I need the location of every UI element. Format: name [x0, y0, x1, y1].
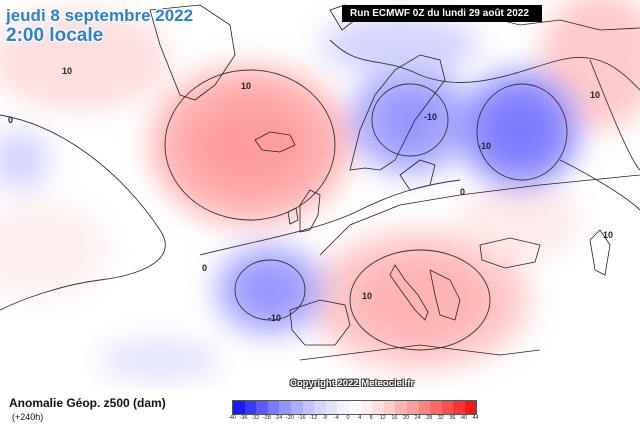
color-scale-ticks: -40 -36 -32 -28 -24 -20 -16 -12 -8 -4 0 4 8 12 16 20 24 2… — [228, 415, 522, 425]
color-scale-tick: 32 — [437, 415, 444, 421]
color-scale-swatch — [325, 401, 338, 414]
color-scale-tick: -36 — [239, 415, 248, 421]
contour-label: 10 — [62, 66, 72, 76]
color-scale-swatch — [360, 401, 373, 414]
contour-lines — [0, 39, 640, 351]
forecast-date: jeudi 8 septembre 2022 — [6, 6, 194, 25]
color-scale-tick: 16 — [391, 415, 398, 421]
legend-title: Anomalie Géop. z500 (dam) — [9, 396, 166, 410]
color-scale-tick: -4 — [333, 415, 339, 421]
contour-label: 0 — [8, 115, 13, 125]
contour-labels: 10 10 10 -10 -10 0 0 0 -10 10 10 — [8, 66, 613, 323]
color-scale-swatch — [290, 401, 303, 414]
contour-label: 10 — [362, 291, 372, 301]
color-scale-tick: 28 — [426, 415, 433, 421]
color-scale-swatch — [464, 401, 477, 414]
color-scale-swatch — [256, 401, 268, 414]
color-scale-tick: 12 — [379, 415, 386, 421]
contour-label: 10 — [241, 81, 251, 91]
color-scale-swatch — [233, 401, 245, 414]
color-scale-swatch — [418, 401, 431, 414]
color-scale-swatch — [372, 401, 384, 414]
color-scale-tick: 20 — [402, 415, 410, 421]
color-scale-swatch — [441, 401, 454, 414]
color-scale-tick: -40 — [228, 415, 236, 421]
color-scale-tick: -12 — [309, 415, 318, 421]
color-scale-swatch — [430, 401, 442, 414]
color-scale-swatch — [383, 401, 396, 414]
color-scale-swatch — [279, 401, 291, 414]
contour-label: 0 — [202, 263, 207, 273]
color-scale-tick: -24 — [274, 415, 283, 421]
contour-label: -10 — [268, 313, 281, 323]
coastlines — [149, 4, 640, 361]
contour-label: 0 — [460, 187, 465, 197]
color-scale-swatch — [244, 401, 257, 414]
color-scale-tick: 24 — [414, 415, 421, 421]
forecast-date-title: jeudi 8 septembre 2022 2:00 locale — [6, 6, 193, 46]
copyright-text: Copyright 2022 Meteociel.fr — [290, 378, 415, 389]
color-scale-tick: -28 — [262, 415, 271, 421]
color-scale-swatch — [406, 401, 419, 414]
color-scale-tick: 44 — [472, 415, 479, 421]
color-scale-tick: 36 — [449, 415, 456, 421]
color-scale-tick: 8 — [369, 415, 373, 421]
color-scale-tick: -32 — [251, 415, 260, 421]
run-info-badge: Run ECMWF 0Z du lundi 29 août 2022 — [342, 5, 542, 22]
legend-subtitle: (+240h) — [12, 412, 44, 422]
color-scale-swatch — [314, 401, 326, 414]
color-scale-swatch — [395, 401, 407, 414]
color-scale — [232, 400, 478, 415]
forecast-time: 2:00 locale — [6, 25, 104, 46]
color-scale-swatch — [348, 401, 361, 414]
contour-label: -10 — [424, 112, 437, 122]
color-scale-swatch — [267, 401, 280, 414]
anomaly-map: 10 10 10 -10 -10 0 0 0 -10 10 10 — [0, 0, 640, 380]
contour-label: -10 — [478, 141, 491, 151]
color-scale-swatch — [337, 401, 349, 414]
color-scale-tick: -8 — [322, 415, 328, 421]
color-scale-tick: -20 — [286, 415, 294, 421]
color-scale-tick: -16 — [297, 415, 306, 421]
color-scale-tick: 4 — [358, 415, 362, 421]
color-scale-tick: 0 — [346, 415, 350, 421]
anomaly-field — [0, 0, 640, 380]
color-scale-tick: 40 — [460, 415, 468, 421]
legend-bar: Anomalie Géop. z500 (dam) (+240h) -40 -36… — [0, 390, 640, 427]
color-scale-swatch — [453, 401, 465, 414]
contour-label: 10 — [590, 90, 600, 100]
contour-label: 10 — [603, 230, 613, 240]
color-scale-swatch — [302, 401, 315, 414]
